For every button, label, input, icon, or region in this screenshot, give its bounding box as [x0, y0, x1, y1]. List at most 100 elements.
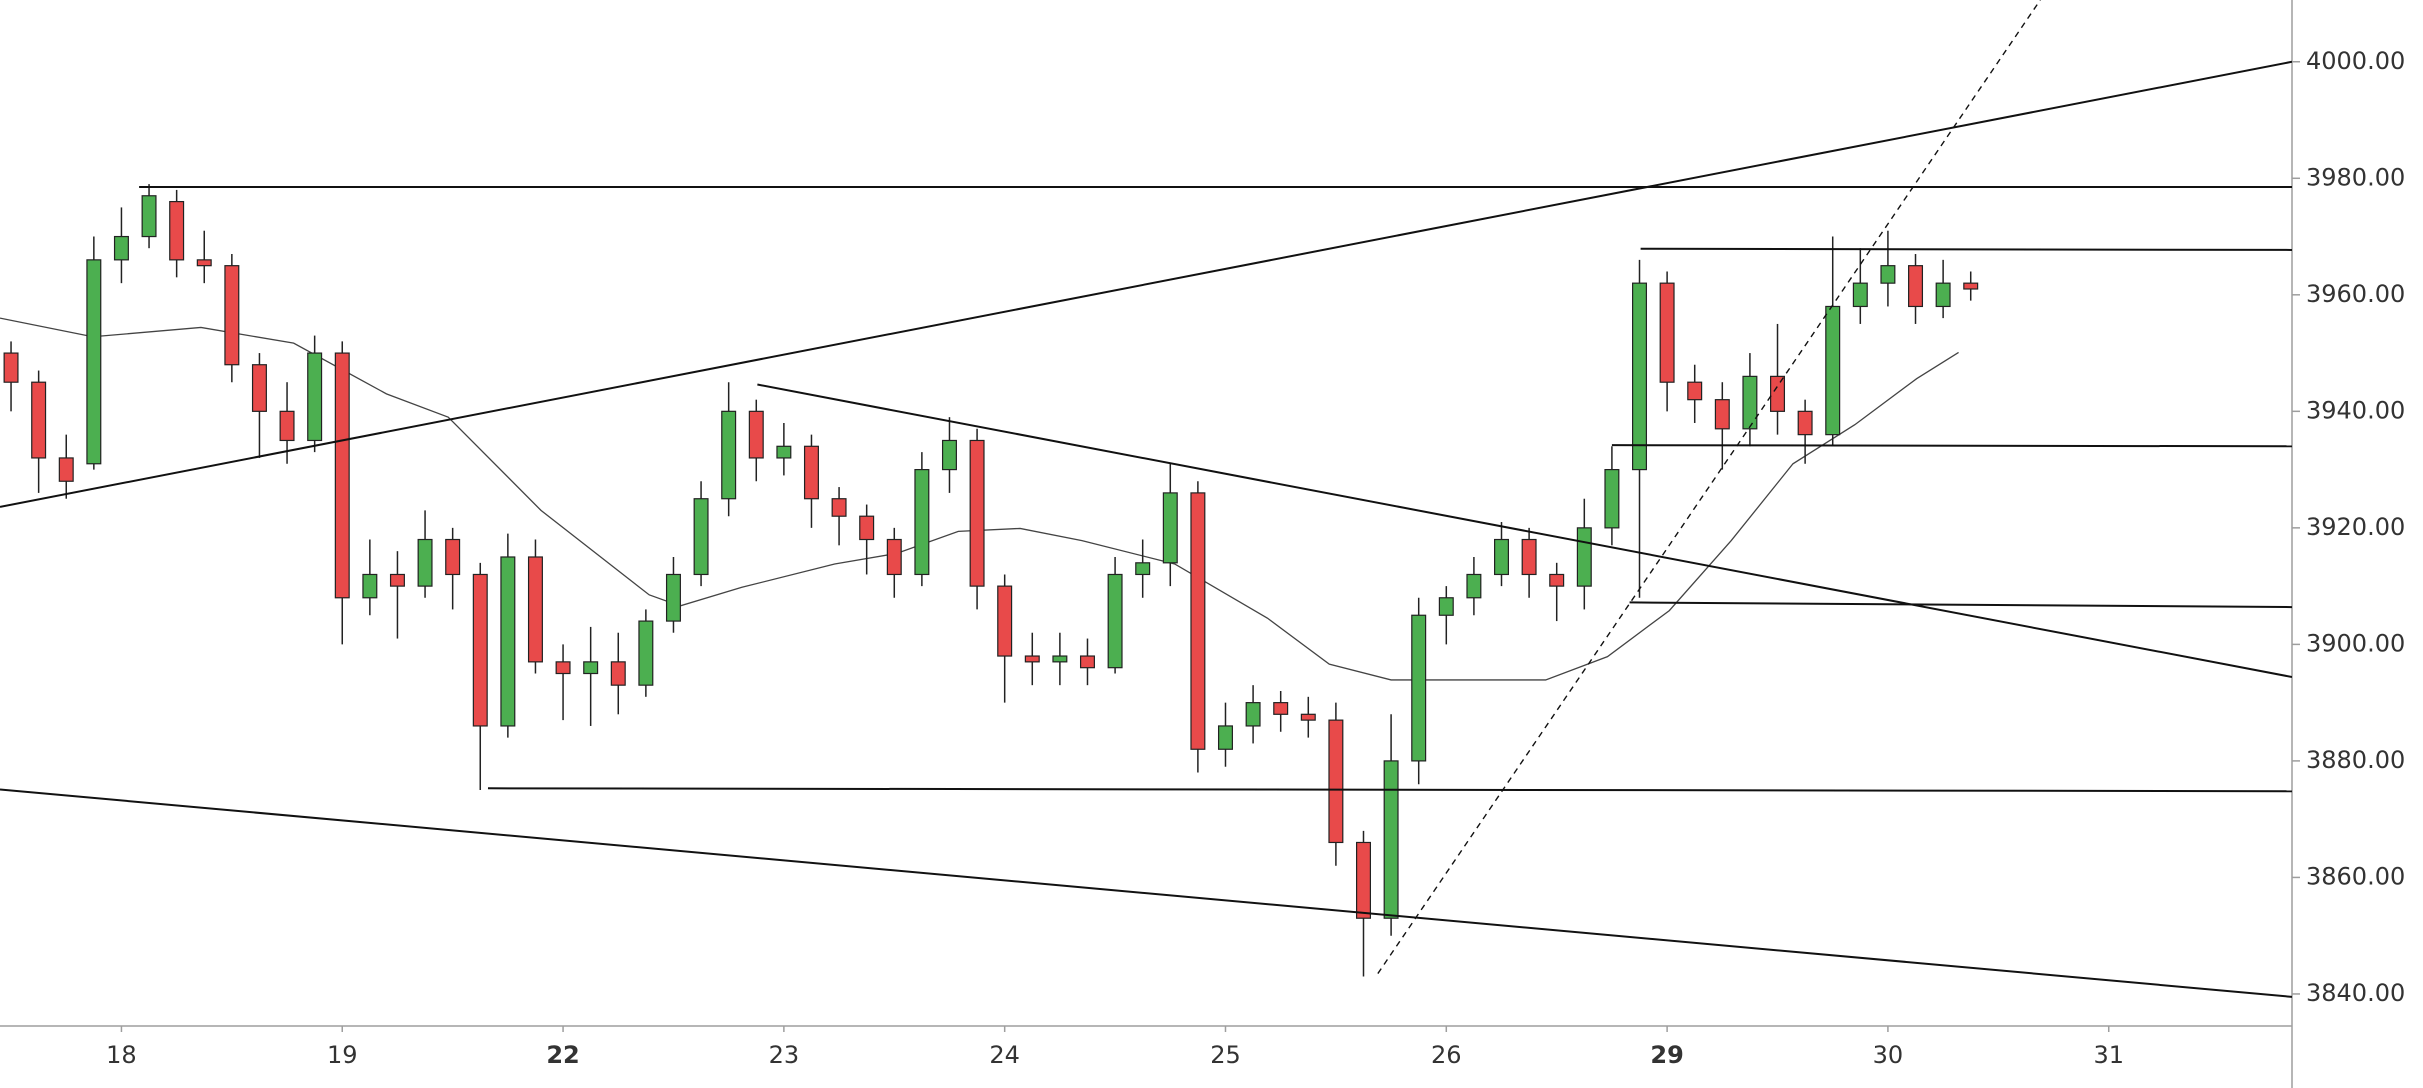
- y-tick-label: 3900.00: [2306, 629, 2405, 657]
- candle-body: [610, 661, 626, 686]
- candle-body: [417, 538, 433, 587]
- y-tick-label: 3840.00: [2306, 979, 2405, 1007]
- candle-body: [307, 352, 323, 442]
- x-tick-label: 24: [989, 1041, 1020, 1069]
- x-tick-label: 25: [1210, 1041, 1241, 1069]
- candle-body: [914, 468, 930, 576]
- y-tick-label: 3940.00: [2306, 396, 2405, 424]
- trend-line: [487, 787, 2292, 793]
- candle-body: [58, 457, 74, 482]
- trend-line: [0, 788, 2292, 998]
- y-tick-label: 3960.00: [2306, 280, 2405, 308]
- candle-body: [1466, 573, 1482, 599]
- x-tick-label: 29: [1650, 1041, 1683, 1069]
- x-tick-label: 30: [1873, 1041, 1904, 1069]
- candle-body: [1963, 282, 1979, 290]
- x-tick-label: 23: [769, 1041, 800, 1069]
- candle-body: [1852, 282, 1868, 308]
- candle-body: [1687, 381, 1703, 401]
- candle-body: [527, 556, 543, 663]
- candle-body: [1521, 538, 1537, 576]
- candle-body: [1908, 265, 1924, 308]
- candle-body: [500, 556, 516, 727]
- x-tick-label: 22: [546, 1041, 579, 1069]
- candle-body: [831, 498, 847, 517]
- candle-body: [1273, 702, 1289, 715]
- candle-body: [1135, 562, 1151, 576]
- y-tick-label: 3920.00: [2306, 513, 2405, 541]
- candle-body: [196, 259, 212, 267]
- x-tick-label: 31: [2093, 1041, 2124, 1069]
- candle-body: [1052, 655, 1068, 663]
- candle-body: [1300, 713, 1316, 721]
- candle-body: [1411, 614, 1427, 762]
- x-tick-label: 26: [1431, 1041, 1462, 1069]
- candle-body: [1714, 399, 1730, 430]
- candle-body: [1217, 725, 1233, 750]
- candle-body: [1632, 282, 1648, 471]
- candle-body: [665, 573, 681, 622]
- candle-body: [113, 235, 129, 261]
- y-tick-label: 3880.00: [2306, 746, 2405, 774]
- candle-body: [1162, 492, 1178, 564]
- candle-body: [31, 381, 47, 459]
- trend-line: [1640, 247, 2292, 251]
- candle-body: [859, 515, 875, 541]
- candle-body: [445, 538, 461, 576]
- y-tick-label: 3980.00: [2306, 163, 2405, 191]
- candle-body: [886, 538, 902, 576]
- candle-body: [693, 498, 709, 576]
- candle-body: [1328, 719, 1344, 844]
- candle-body: [1659, 282, 1675, 383]
- candle-body: [251, 364, 267, 412]
- candle-body: [748, 410, 764, 459]
- candle-body: [776, 445, 792, 459]
- candle-body: [1549, 573, 1565, 587]
- candle-body: [1438, 597, 1454, 616]
- trend-line: [1377, 0, 2041, 974]
- candle-body: [1107, 573, 1123, 669]
- candle-body: [941, 439, 957, 471]
- candle-body: [1245, 702, 1261, 727]
- candle-body: [997, 585, 1013, 657]
- candle-body: [3, 352, 19, 383]
- candle-body: [1494, 538, 1510, 576]
- candle-body: [1770, 375, 1786, 412]
- trend-line: [1629, 601, 2292, 609]
- candle-body: [1355, 841, 1371, 919]
- candle-body: [1797, 410, 1813, 436]
- candle-body: [1742, 375, 1758, 430]
- candle-body: [362, 573, 378, 599]
- candle-body: [583, 661, 599, 675]
- trend-line: [1611, 444, 2292, 448]
- candle-body: [721, 410, 737, 500]
- candle-body: [969, 439, 985, 587]
- candle-body: [389, 573, 405, 587]
- candle-body: [141, 195, 157, 238]
- candle-body: [169, 200, 185, 261]
- y-tick-label: 3860.00: [2306, 862, 2405, 890]
- candle-body: [279, 410, 295, 442]
- trend-line: [757, 383, 2292, 678]
- x-tick-label: 18: [106, 1041, 137, 1069]
- candle-body: [638, 620, 654, 686]
- candle-body: [1576, 527, 1592, 587]
- candle-body: [1024, 655, 1040, 663]
- candle-body: [1190, 492, 1206, 750]
- trend-line: [0, 60, 2292, 508]
- candle-body: [1383, 760, 1399, 919]
- candle-body: [334, 352, 350, 599]
- candle-body: [555, 661, 571, 675]
- candle-body: [1825, 305, 1841, 436]
- candle-body: [1880, 265, 1896, 284]
- candle-body: [472, 573, 488, 727]
- candle-body: [86, 259, 102, 465]
- y-tick-label: 4000.00: [2306, 47, 2405, 75]
- candle-body: [1604, 468, 1620, 529]
- candle-body: [1079, 655, 1095, 669]
- candle-body: [224, 265, 240, 366]
- candle-body: [1935, 282, 1951, 308]
- moving-average: [0, 317, 1959, 681]
